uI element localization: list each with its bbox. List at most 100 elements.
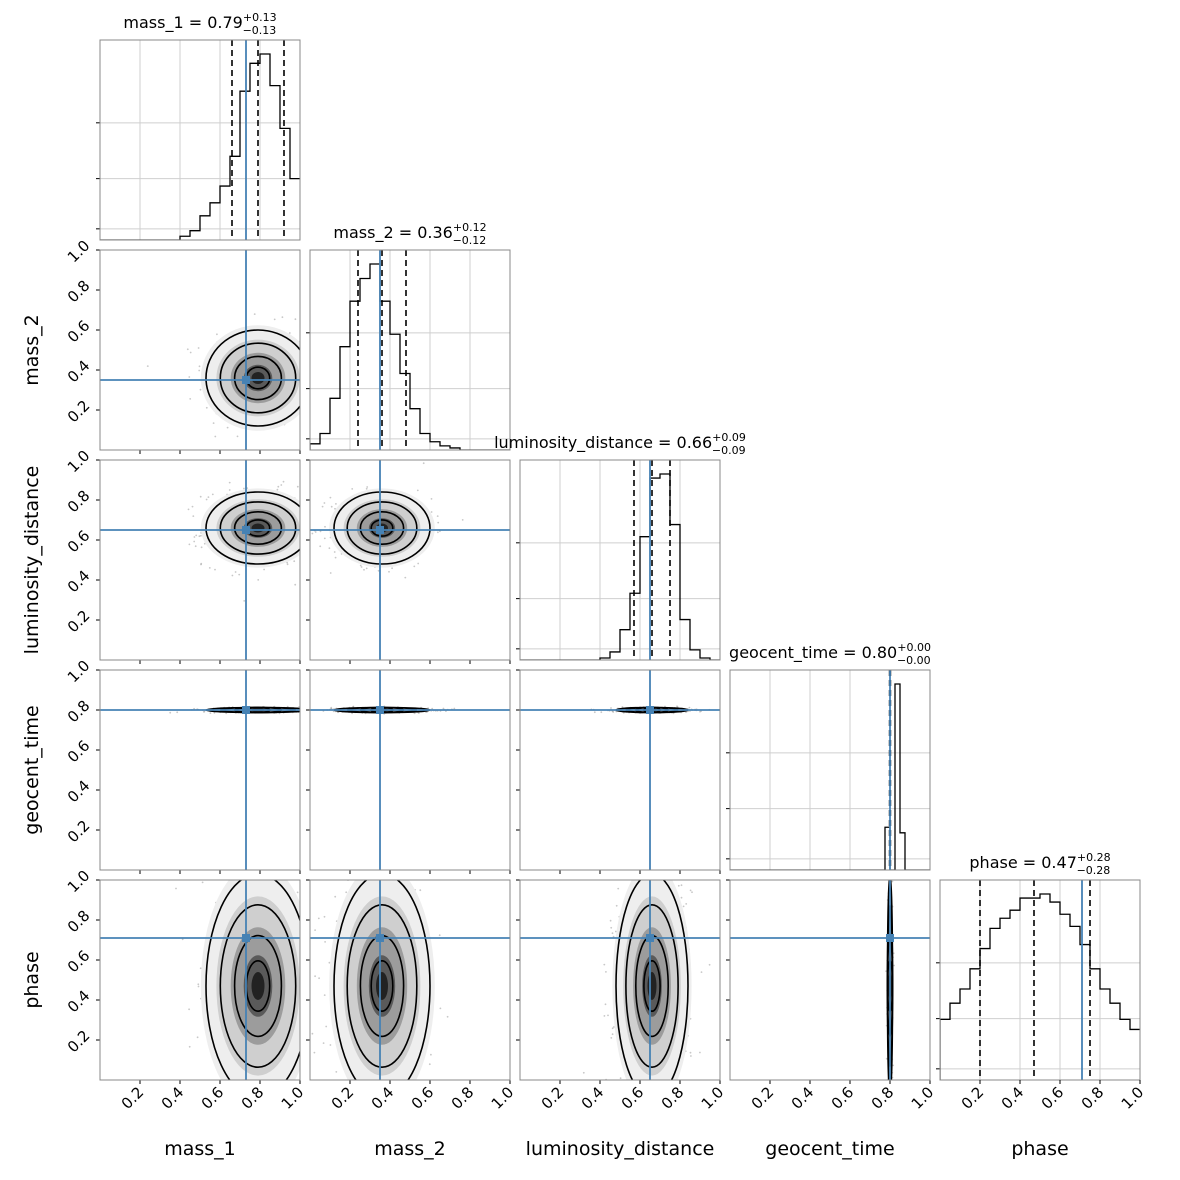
sample-point <box>304 388 306 390</box>
contour-line <box>219 342 297 414</box>
sample-point <box>278 1090 280 1092</box>
sample-point <box>330 706 333 709</box>
sample-point <box>404 876 406 878</box>
contour-line <box>643 959 661 1012</box>
sample-point <box>411 839 413 841</box>
sample-point <box>416 489 419 492</box>
truth-marker <box>376 706 384 714</box>
sample-point <box>365 567 368 570</box>
sample-point <box>254 871 256 873</box>
sample-point <box>438 934 441 937</box>
sample-point <box>645 863 647 865</box>
sample-point <box>377 844 379 846</box>
truth-marker <box>646 706 654 714</box>
sample-point <box>619 1077 622 1080</box>
sample-point <box>188 376 191 378</box>
sample-point <box>301 1009 303 1011</box>
sample-point <box>885 970 887 973</box>
sample-point <box>334 556 337 559</box>
contour-line <box>233 355 283 401</box>
contour-line <box>333 880 431 1080</box>
truth-marker <box>242 526 250 534</box>
sample-point <box>461 519 464 521</box>
y-axis-label: phase <box>21 951 43 1008</box>
panel-frame <box>309 249 511 451</box>
sample-point <box>320 711 322 713</box>
sample-point <box>361 873 363 875</box>
sample-point <box>664 1175 666 1177</box>
sample-point <box>606 1130 608 1132</box>
sample-point <box>307 711 309 713</box>
contour-line <box>625 903 679 1068</box>
sample-point <box>661 1085 663 1087</box>
sample-point <box>313 1051 316 1054</box>
sample-point <box>453 707 456 710</box>
sample-point <box>318 977 320 980</box>
sample-point <box>366 486 369 488</box>
sample-point <box>188 1045 191 1048</box>
sample-point <box>198 365 201 368</box>
truth-marker <box>376 934 384 942</box>
sample-point <box>404 835 406 837</box>
title-luminosity_distance: luminosity_distance = 0.66+0.09 −0.09 <box>494 431 746 457</box>
sample-point <box>419 889 422 892</box>
sample-point <box>318 941 320 943</box>
sample-point <box>335 503 337 505</box>
sample-point <box>319 545 322 548</box>
sample-point <box>267 829 269 831</box>
sample-point <box>377 877 379 879</box>
sample-point <box>253 313 256 315</box>
sample-point <box>374 1084 376 1086</box>
sample-point <box>889 876 891 878</box>
truth-marker <box>242 934 250 942</box>
sample-point <box>307 912 309 914</box>
sample-point <box>652 857 654 859</box>
sample-point <box>652 862 654 864</box>
sample-point <box>294 583 297 586</box>
panel-frame <box>309 879 511 1081</box>
sample-point <box>334 507 336 510</box>
sample-point <box>207 496 210 498</box>
sample-point <box>685 903 688 905</box>
sample-point <box>328 961 331 964</box>
sample-point <box>274 859 276 861</box>
sample-point <box>345 891 348 894</box>
sample-point <box>314 531 317 533</box>
x-tick-label: 0.4 <box>788 1083 818 1113</box>
title-main: mass_2 = 0.36 <box>333 223 452 243</box>
sample-point <box>307 517 309 519</box>
histogram-luminosity_distance <box>520 473 720 660</box>
sample-point <box>205 498 208 501</box>
sample-point <box>437 521 440 524</box>
sample-point <box>312 914 314 916</box>
histogram-mass_2 <box>310 263 510 450</box>
sample-point <box>324 941 326 943</box>
sample-point <box>317 537 319 539</box>
sample-point <box>648 1104 650 1106</box>
x-tick-label: 0.4 <box>368 1083 398 1113</box>
x-tick-label: 0.6 <box>828 1083 858 1113</box>
x-axis-label: luminosity_distance <box>526 1138 715 1160</box>
x-tick-label: 0.4 <box>578 1083 608 1113</box>
density-level <box>376 972 388 1000</box>
panel-geocent_time-vs-mass_2 <box>306 669 511 874</box>
histogram-phase <box>940 893 1140 1080</box>
sample-point <box>611 1027 614 1030</box>
x-tick-label: 0.6 <box>408 1083 438 1113</box>
sample-point <box>332 849 334 851</box>
truth-marker <box>242 376 250 384</box>
sample-point <box>398 1121 400 1123</box>
panel-frame <box>519 669 721 871</box>
y-axis-label: luminosity_distance <box>21 466 43 655</box>
sample-point <box>296 891 299 894</box>
sample-point <box>303 514 305 516</box>
sample-point <box>374 829 376 831</box>
sample-point <box>301 708 303 710</box>
panel-mass_1-vs-mass_1: mass_1 = 0.79+0.13 −0.13 <box>96 11 301 241</box>
sample-point <box>214 568 216 571</box>
sample-point <box>277 485 280 488</box>
sample-point <box>228 1095 230 1097</box>
contour-line <box>615 880 689 1080</box>
sample-point <box>193 540 196 543</box>
sample-point <box>351 488 354 490</box>
